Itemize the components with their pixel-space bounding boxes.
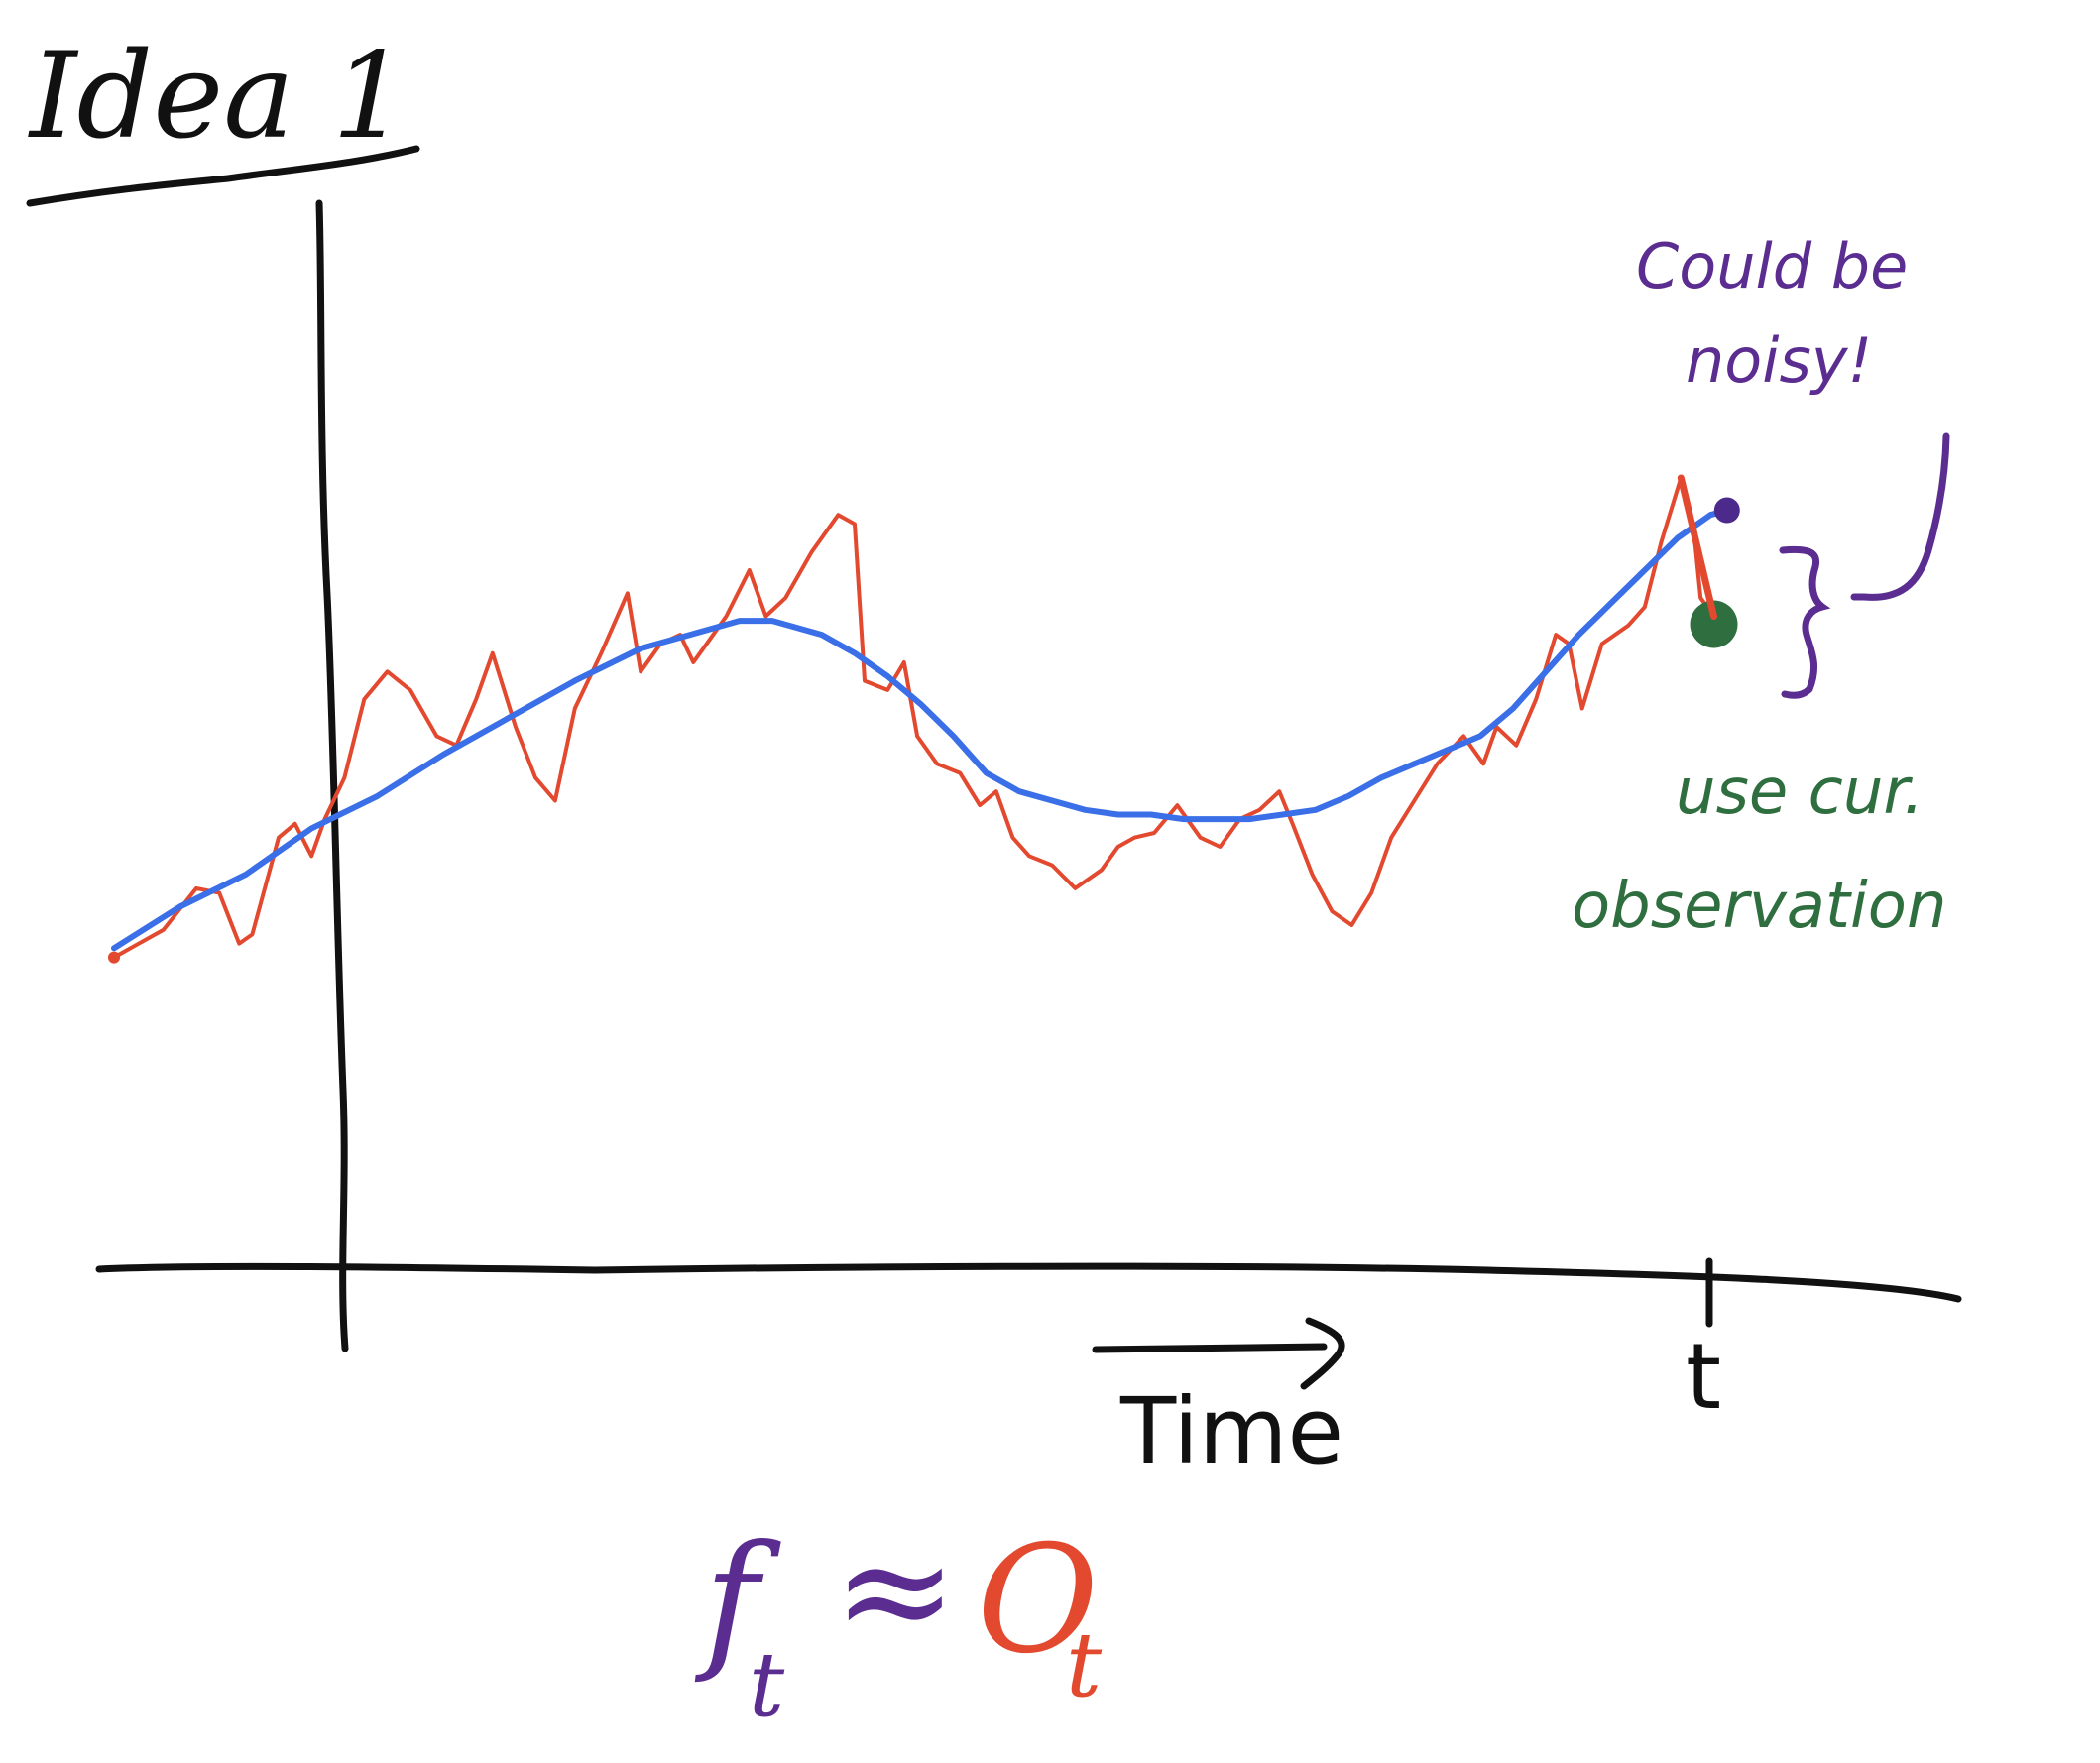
equation-o: O <box>977 1514 1099 1687</box>
noise-brace <box>1779 545 1831 699</box>
x-axis <box>95 1262 1962 1303</box>
y-axis <box>315 199 349 1352</box>
current-observation-point <box>1690 600 1738 648</box>
time-arrow <box>1092 1317 1345 1390</box>
equation-f-subscript: t <box>749 1633 785 1737</box>
title-underline <box>26 145 420 207</box>
observed-start-point <box>108 951 120 964</box>
x-tick-label: t <box>1686 1324 1721 1430</box>
x-axis-label: Time <box>1119 1378 1343 1484</box>
observation-drop-line <box>1677 474 1718 620</box>
observed-series-line <box>112 476 1716 960</box>
use-note-line2: observation <box>1572 870 1947 943</box>
noisy-note-line2: noisy! <box>1686 324 1872 397</box>
annotation-pointer <box>1850 432 1950 601</box>
equation-approx: ≈ <box>833 1504 958 1677</box>
noisy-note-line1: Could be <box>1636 230 1908 302</box>
forecast-point <box>1713 497 1740 524</box>
title: Idea 1 <box>28 28 408 166</box>
equation-o-subscript: t <box>1066 1613 1103 1717</box>
smoothed-series-line <box>111 507 1730 952</box>
use-note-line1: use cur. <box>1676 756 1924 829</box>
